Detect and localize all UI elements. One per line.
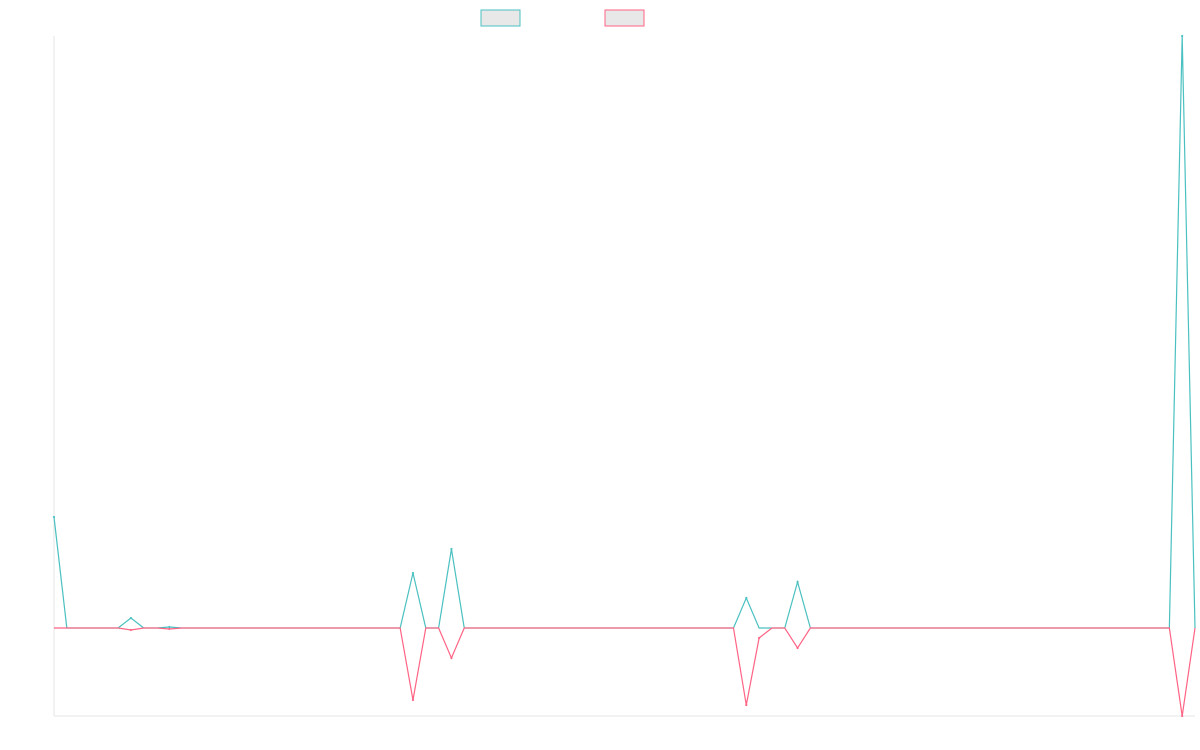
series-1-point: [796, 580, 799, 584]
series-1-point: [52, 515, 56, 519]
axes: [53, 36, 1195, 717]
series-1-point: [168, 625, 171, 629]
series-layer: [52, 34, 1196, 718]
series-2-point: [450, 656, 453, 660]
series-line-2: [54, 627, 1196, 717]
series-1-point: [450, 547, 453, 551]
series-2-point: [745, 703, 748, 707]
series-2-point: [796, 646, 799, 650]
series-1-point: [745, 596, 748, 600]
series-2-point: [1181, 714, 1184, 718]
legend: [480, 9, 645, 27]
legend-swatch-1: [480, 9, 521, 27]
series-2-point: [411, 698, 415, 702]
legend-swatch-2: [604, 9, 645, 27]
series-line-1: [53, 35, 1196, 629]
series-2-point: [757, 636, 761, 640]
series-2-point: [168, 627, 171, 631]
series-1-point: [129, 616, 133, 620]
series-1-point: [411, 571, 415, 575]
series-1-point: [1181, 34, 1184, 38]
series-2-point: [129, 628, 133, 632]
